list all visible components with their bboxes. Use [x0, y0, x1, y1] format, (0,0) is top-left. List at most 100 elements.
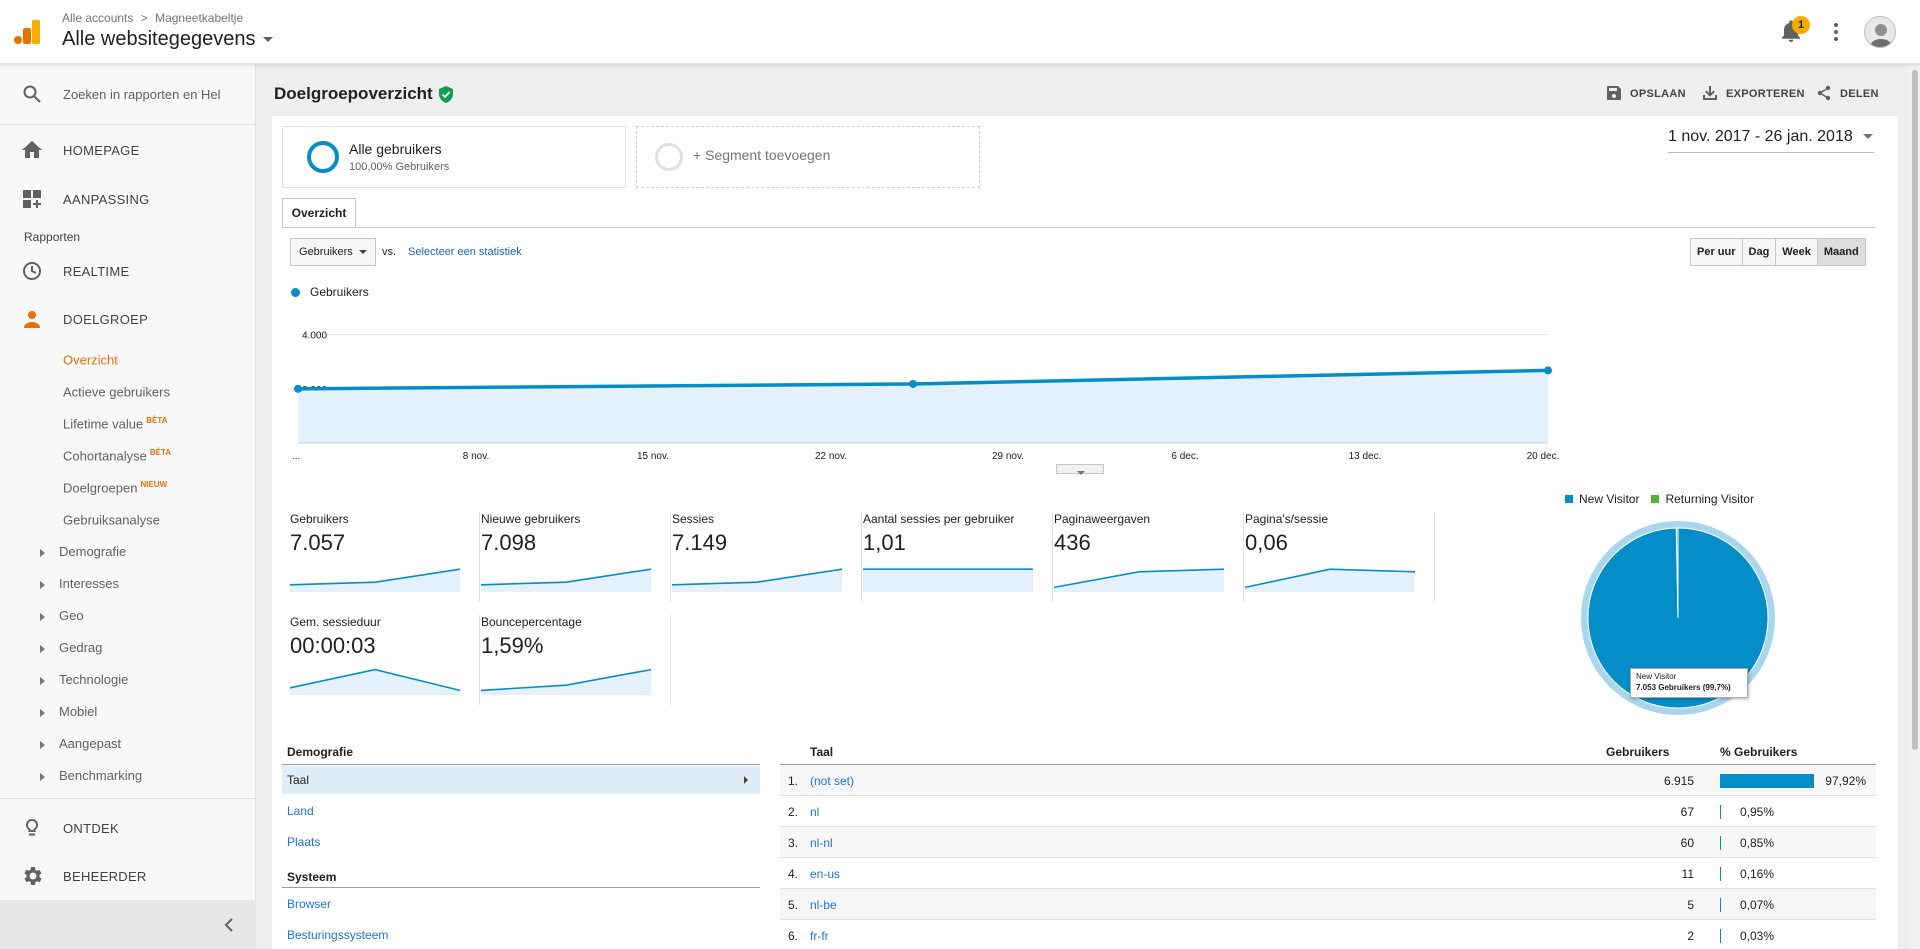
sidebar-group-demographics[interactable]: Demografie — [40, 544, 126, 559]
tab-overview[interactable]: Overzicht — [282, 198, 356, 228]
sub-label: Cohortanalyse — [63, 448, 147, 464]
chart-collapse-toggle[interactable] — [1056, 464, 1104, 475]
language-link[interactable]: nl-nl — [810, 836, 833, 850]
collapse-sidebar-button[interactable] — [0, 900, 256, 949]
legend-returning-visitor[interactable]: Returning Visitor — [1651, 492, 1754, 506]
search-input[interactable]: Zoeken in rapporten en Hel — [63, 86, 221, 102]
save-label: OPSLAAN — [1630, 88, 1686, 100]
granularity-week-button[interactable]: Week — [1776, 239, 1818, 265]
sidebar-sub-audiences[interactable]: Doelgroepen NIEUW — [63, 480, 167, 495]
sparkline-area — [290, 669, 460, 695]
divider — [780, 764, 1876, 765]
users-pct: 0,07% — [1740, 898, 1775, 912]
row-number: 6. — [788, 929, 799, 943]
metric-select-value: Gebruikers — [299, 246, 353, 258]
table-row: 1. (not set) 6.915 97,92% — [780, 765, 1876, 796]
sidebar-item-admin[interactable]: BEHEERDER — [0, 852, 256, 900]
sparkline-line — [1245, 568, 1415, 589]
sidebar-item-label: HOMEPAGE — [63, 142, 140, 158]
reports-heading: Rapporten — [24, 230, 81, 244]
sidebar-group-custom[interactable]: Aangepast — [40, 736, 121, 751]
sidebar-sub-user-explorer[interactable]: Gebruiksanalyse — [63, 512, 163, 527]
x-tick-label: 20 dec. — [1527, 451, 1560, 462]
scrollbar-thumb[interactable] — [1912, 70, 1918, 750]
metric-label: Gem. sessieduur — [290, 615, 381, 629]
metric-value: 00:00:03 — [290, 633, 376, 658]
tooltip-title: New Visitor — [1636, 672, 1677, 681]
avatar[interactable] — [1864, 16, 1896, 48]
breadcrumb[interactable]: Alle accounts > Magneetkabeltje — [62, 11, 247, 25]
metric-tile[interactable]: Sessies 7.149 — [672, 512, 862, 602]
segment-all-users[interactable]: Alle gebruikers 100,00% Gebruikers — [282, 126, 626, 188]
system-item-os[interactable]: Besturingssysteem — [287, 928, 389, 942]
y-tick-label: 4.000 — [302, 331, 327, 342]
row-number: 3. — [788, 836, 799, 850]
metric-tile[interactable]: Gebruikers 7.057 — [290, 512, 480, 602]
granularity-hourly-button[interactable]: Per uur — [1691, 239, 1743, 265]
sidebar-item-customization[interactable]: AANPASSING — [0, 175, 256, 223]
verified-shield-icon — [439, 86, 453, 103]
granularity-month-button[interactable]: Maand — [1817, 239, 1865, 265]
sidebar-group-geo[interactable]: Geo — [40, 608, 84, 623]
date-range-picker[interactable]: 1 nov. 2017 - 26 jan. 2018 — [1668, 128, 1873, 146]
language-link[interactable]: en-us — [810, 867, 841, 881]
caret-down-icon — [359, 250, 367, 254]
users-share-bar — [1720, 867, 1721, 881]
chevron-left-icon — [224, 918, 233, 932]
granularity-day-button[interactable]: Dag — [1742, 239, 1777, 265]
report-search[interactable]: Zoeken in rapporten en Hel — [0, 70, 256, 118]
group-label: Geo — [59, 608, 84, 623]
sidebar-sub-active-users[interactable]: Actieve gebruikers — [63, 384, 173, 399]
sidebar-sub-overview[interactable]: Overzicht — [63, 352, 121, 367]
sub-label: Overzicht — [63, 352, 118, 368]
vertical-scrollbar[interactable] — [1910, 64, 1920, 949]
export-button[interactable]: EXPORTEREN — [1703, 86, 1805, 100]
sparkline-area — [481, 569, 651, 592]
demographics-item-language[interactable]: Taal — [282, 766, 760, 794]
legend-new-visitor[interactable]: New Visitor — [1565, 492, 1639, 506]
sidebar-group-interests[interactable]: Interesses — [40, 576, 119, 591]
x-tick-label: 15 nov. — [637, 451, 669, 462]
metric-tile[interactable]: Gem. sessieduur 00:00:03 — [290, 615, 480, 705]
analytics-logo-icon[interactable] — [14, 18, 42, 46]
metric-tile[interactable]: Pagina's/sessie 0,06 — [1245, 512, 1435, 602]
metric-tile[interactable]: Paginaweergaven 436 — [1054, 512, 1244, 602]
metric-tile[interactable]: Nieuwe gebruikers 7.098 — [481, 512, 671, 602]
language-link[interactable]: nl-be — [810, 898, 837, 912]
sparkline-line — [481, 568, 651, 586]
sidebar-item-homepage[interactable]: HOMEPAGE — [0, 126, 256, 174]
sidebar-item-discover[interactable]: ONTDEK — [0, 804, 256, 852]
metric-select[interactable]: Gebruikers — [290, 238, 376, 266]
sparkline-line — [481, 668, 651, 692]
sidebar-group-mobile[interactable]: Mobiel — [40, 704, 97, 719]
metric-tile[interactable]: Bouncepercentage 1,59% — [481, 615, 671, 705]
caret-down-icon — [263, 37, 274, 43]
language-link[interactable]: nl — [810, 805, 820, 819]
metric-tile[interactable]: Aantal sessies per gebruiker 1,01 — [863, 512, 1053, 602]
share-button[interactable]: DELEN — [1817, 85, 1879, 101]
system-item-browser[interactable]: Browser — [287, 897, 332, 911]
metric-value: 0,06 — [1245, 530, 1288, 555]
series-legend-label: Gebruikers — [310, 285, 369, 299]
sidebar-group-behavior[interactable]: Gedrag — [40, 640, 102, 655]
sidebar-item-realtime[interactable]: REALTIME — [0, 247, 256, 295]
breadcrumb-account[interactable]: Alle accounts — [62, 11, 134, 25]
system-heading: Systeem — [287, 870, 337, 884]
metric-value: 7.057 — [290, 530, 346, 555]
add-segment-button[interactable]: + Segment toevoegen — [636, 126, 980, 188]
select-statistic-link[interactable]: Selecteer een statistiek — [408, 246, 522, 258]
demographics-item-country[interactable]: Land — [287, 804, 314, 818]
sidebar-group-benchmarking[interactable]: Benchmarking — [40, 768, 142, 783]
sidebar-item-audience[interactable]: DOELGROEP — [0, 295, 256, 343]
language-link[interactable]: fr-fr — [810, 929, 829, 943]
sidebar-group-technology[interactable]: Technologie — [40, 672, 128, 687]
more-options-icon[interactable] — [1830, 20, 1842, 44]
sidebar-sub-cohort[interactable]: Cohortanalyse BÈTA — [63, 448, 171, 463]
breadcrumb-property[interactable]: Magneetkabeltje — [155, 11, 244, 25]
users-count: 60 — [1680, 836, 1694, 850]
save-button[interactable]: OPSLAAN — [1607, 86, 1686, 100]
view-selector[interactable]: Alle websitegegevens — [62, 28, 274, 51]
sidebar-sub-lifetime-value[interactable]: Lifetime value BÈTA — [63, 416, 167, 431]
demographics-item-city[interactable]: Plaats — [287, 835, 321, 849]
language-link[interactable]: (not set) — [810, 774, 855, 788]
